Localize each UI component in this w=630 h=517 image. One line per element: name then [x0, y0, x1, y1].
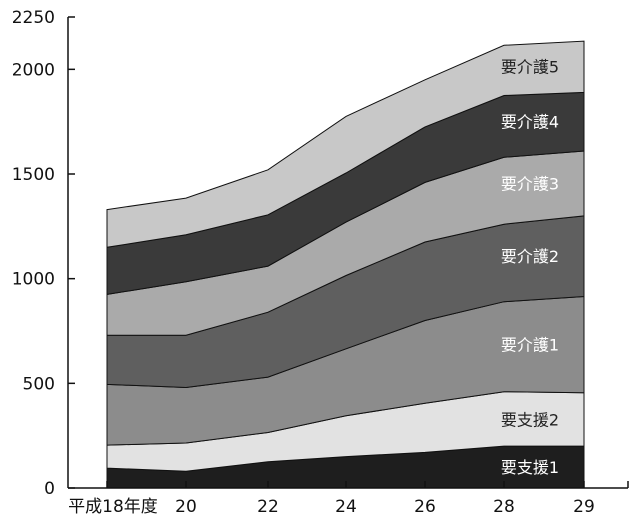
x-tick-label: 26: [414, 497, 436, 517]
series-label: 要介護3: [501, 174, 559, 193]
series-label: 要支援1: [501, 458, 559, 477]
series-label: 要支援2: [501, 410, 559, 429]
y-tick-label: 500: [23, 374, 55, 394]
y-tick-label: 1000: [12, 270, 55, 290]
area-layers: [106, 40, 585, 489]
x-tick-label: 24: [335, 497, 357, 517]
series-label: 要介護2: [501, 247, 559, 266]
x-tick-label: 平成18年度: [68, 497, 158, 517]
y-tick-label: 0: [44, 479, 55, 499]
y-tick-label: 1500: [12, 165, 55, 185]
tick-labels: 0 500 1000 1500 2000 2250 平成18年度 20 22 24 26 28 29: [12, 8, 595, 517]
series-label: 要介護5: [501, 58, 559, 77]
x-tick-label: 29: [573, 497, 595, 517]
x-tick-label: 20: [175, 497, 197, 517]
series-label: 要介護1: [501, 336, 559, 355]
series-labels: 要支援1 要支援2 要介護1 要介護2 要介護3 要介護4 要介護5: [501, 58, 559, 477]
x-tick-label: 28: [493, 497, 515, 517]
series-label: 要介護4: [501, 113, 559, 132]
y-tick-label: 2000: [12, 60, 55, 80]
area-要介護5: [106, 40, 585, 248]
axes: [67, 16, 629, 489]
x-tick-label: 22: [257, 497, 279, 517]
y-tick-label: 2250: [12, 8, 55, 28]
